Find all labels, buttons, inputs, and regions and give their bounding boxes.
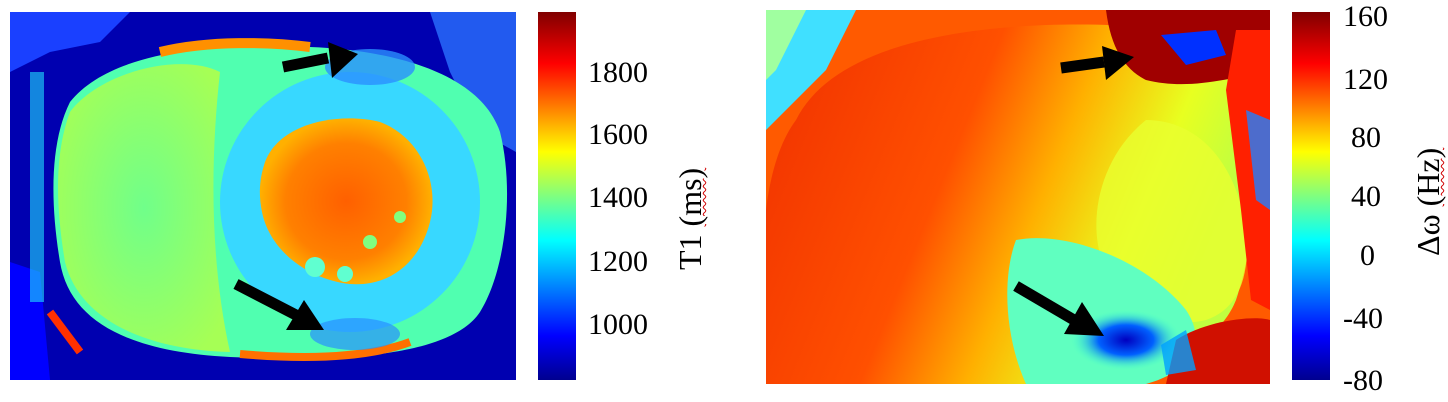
offresonance-colorbar-label: Δω (Hz) (1410, 148, 1447, 256)
hz-tick-40: 40 (1351, 180, 1381, 213)
t1-tick-1200: 1200 (588, 245, 648, 278)
t1-tick-1400: 1400 (588, 181, 648, 214)
arrow-upper-icon (281, 42, 358, 78)
arrow-lower-icon (233, 279, 324, 330)
t1-label-unit: (ms) (672, 167, 708, 227)
hz-tick-160: 160 (1343, 0, 1388, 33)
t1-tick-1000: 1000 (588, 308, 648, 341)
hz-label-unit: (Hz) (1410, 147, 1446, 207)
hz-label-main: Δω (1410, 206, 1446, 256)
t1-colorbar-label: T1 (ms) (672, 168, 709, 270)
arrow-lower-icon (1013, 281, 1104, 336)
hz-tick-80: 80 (1351, 121, 1381, 154)
t1-label-main: T1 (672, 226, 708, 270)
hz-tick-minus40: -40 (1343, 302, 1383, 335)
hz-tick-minus80: -80 (1343, 364, 1383, 397)
t1-colorbar (538, 12, 576, 380)
t1-tick-1800: 1800 (588, 56, 648, 89)
arrow-upper-icon (1060, 46, 1134, 80)
offresonance-map-image (766, 10, 1270, 384)
t1-tick-1600: 1600 (588, 118, 648, 151)
offresonance-colorbar (1292, 12, 1330, 380)
t1-map-image (10, 12, 516, 380)
t1-map-panel: 1800 1600 1400 1200 1000 T1 (ms) (0, 0, 720, 402)
hz-tick-120: 120 (1343, 63, 1388, 96)
hz-tick-0: 0 (1360, 239, 1375, 272)
